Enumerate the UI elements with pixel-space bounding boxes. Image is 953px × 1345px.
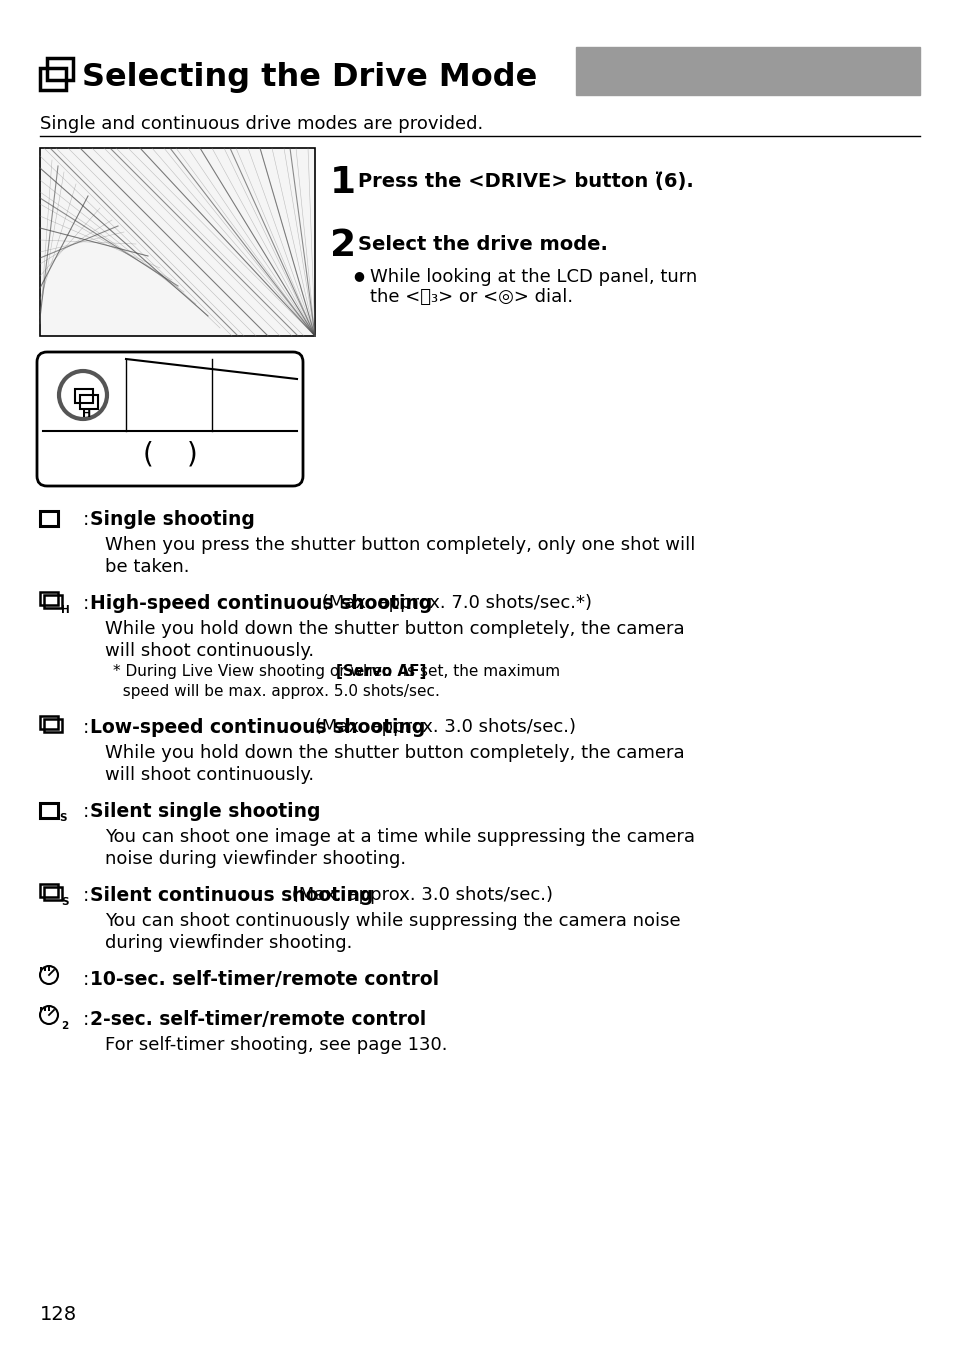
Text: 2: 2: [61, 1021, 69, 1032]
Text: You can shoot continuously while suppressing the camera noise: You can shoot continuously while suppres…: [105, 912, 679, 929]
Text: S: S: [61, 897, 69, 907]
Text: Low-speed continuous shooting: Low-speed continuous shooting: [90, 718, 425, 737]
Text: be taken.: be taken.: [105, 558, 190, 576]
Text: H: H: [61, 605, 70, 615]
Text: Silent continuous shooting: Silent continuous shooting: [90, 886, 373, 905]
Text: [Servo AF]: [Servo AF]: [335, 664, 426, 679]
Text: noise during viewfinder shooting.: noise during viewfinder shooting.: [105, 850, 406, 868]
Text: Selecting the Drive Mode: Selecting the Drive Mode: [82, 62, 537, 93]
Bar: [44, 720, 62, 732]
Bar: [44, 886, 62, 900]
Text: Single shooting: Single shooting: [90, 510, 254, 529]
Text: the <⛰₃> or <◎> dial.: the <⛰₃> or <◎> dial.: [370, 288, 573, 307]
Text: 128: 128: [40, 1305, 77, 1323]
Bar: [40, 716, 58, 729]
Bar: [40, 967, 42, 971]
Text: will shoot continuously.: will shoot continuously.: [105, 642, 314, 660]
Text: 2-sec. self-timer/remote control: 2-sec. self-timer/remote control: [90, 1010, 426, 1029]
Text: S: S: [59, 812, 67, 823]
Text: :: :: [77, 718, 95, 737]
Text: speed will be max. approx. 5.0 shots/sec.: speed will be max. approx. 5.0 shots/sec…: [112, 685, 439, 699]
Bar: [44, 967, 46, 971]
FancyBboxPatch shape: [37, 352, 303, 486]
Text: While looking at the LCD panel, turn: While looking at the LCD panel, turn: [370, 268, 697, 286]
Text: High-speed continuous shooting: High-speed continuous shooting: [90, 594, 432, 613]
Bar: [40, 69, 66, 90]
Bar: [44, 594, 62, 608]
Text: When you press the shutter button completely, only one shot will: When you press the shutter button comple…: [105, 537, 695, 554]
Bar: [40, 592, 58, 605]
Bar: [576, 47, 919, 95]
Text: While you hold down the shutter button completely, the camera: While you hold down the shutter button c…: [105, 620, 684, 638]
Text: :: :: [77, 886, 95, 905]
Text: Select the drive mode.: Select the drive mode.: [357, 235, 607, 254]
Bar: [40, 148, 314, 336]
Text: Single and continuous drive modes are provided.: Single and continuous drive modes are pr…: [40, 116, 483, 133]
Text: H: H: [82, 409, 91, 420]
Bar: [40, 803, 58, 818]
Text: Silent single shooting: Silent single shooting: [90, 802, 320, 820]
Text: (: (: [143, 441, 153, 469]
Bar: [80, 395, 98, 409]
Bar: [40, 884, 58, 897]
Text: :: :: [77, 970, 95, 989]
Text: Press the <DRIVE> button (̈6).: Press the <DRIVE> button (̈6).: [357, 172, 693, 191]
Bar: [48, 967, 50, 971]
Text: While you hold down the shutter button completely, the camera: While you hold down the shutter button c…: [105, 744, 684, 763]
Text: :: :: [77, 1010, 95, 1029]
Text: 10-sec. self-timer/remote control: 10-sec. self-timer/remote control: [90, 970, 438, 989]
Text: is set, the maximum: is set, the maximum: [397, 664, 559, 679]
Text: 1: 1: [330, 165, 355, 200]
Text: (Max. approx. 7.0 shots/sec.*): (Max. approx. 7.0 shots/sec.*): [316, 594, 592, 612]
Bar: [47, 58, 73, 79]
Text: You can shoot one image at a time while suppressing the camera: You can shoot one image at a time while …: [105, 829, 695, 846]
Bar: [75, 389, 92, 404]
Text: ●: ●: [353, 269, 363, 282]
Text: 2: 2: [330, 229, 355, 264]
Bar: [48, 1007, 50, 1011]
Text: during viewfinder shooting.: during viewfinder shooting.: [105, 933, 352, 952]
Bar: [40, 511, 58, 526]
Text: (Max. approx. 3.0 shots/sec.): (Max. approx. 3.0 shots/sec.): [309, 718, 576, 736]
Text: ): ): [187, 441, 197, 469]
Text: * During Live View shooting or when: * During Live View shooting or when: [112, 664, 396, 679]
Text: :: :: [77, 510, 95, 529]
Text: will shoot continuously.: will shoot continuously.: [105, 767, 314, 784]
Bar: [40, 1007, 42, 1011]
Text: For self-timer shooting, see page 130.: For self-timer shooting, see page 130.: [105, 1036, 447, 1054]
Text: :: :: [77, 802, 95, 820]
Text: (Max. approx. 3.0 shots/sec.): (Max. approx. 3.0 shots/sec.): [286, 886, 553, 904]
Bar: [44, 1007, 46, 1011]
Text: :: :: [77, 594, 95, 613]
